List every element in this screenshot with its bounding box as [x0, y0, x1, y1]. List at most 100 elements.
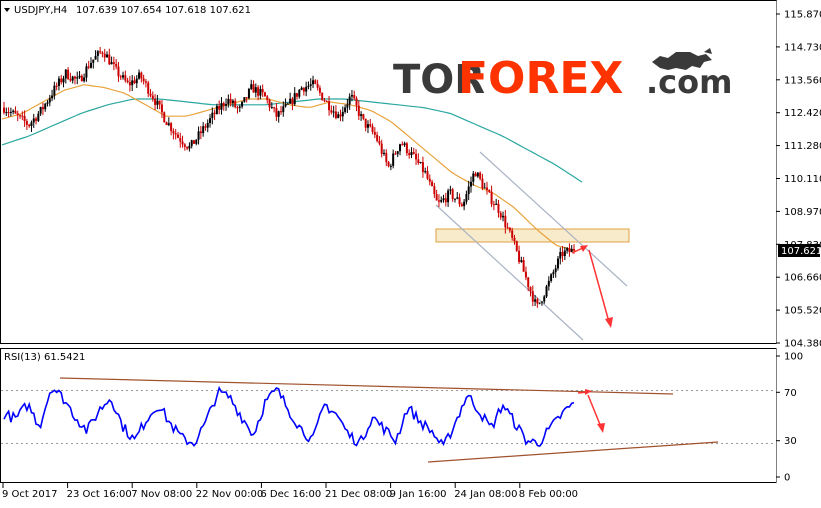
- candle-body: [344, 107, 347, 112]
- torforex-logo: TOR FOREX .com: [393, 48, 732, 104]
- rsi-forecast-arrows: [577, 389, 605, 433]
- candle-body: [515, 241, 518, 251]
- candle-body: [238, 106, 241, 108]
- candle-body: [550, 274, 553, 281]
- candle-body: [323, 100, 326, 102]
- candle-body: [202, 126, 205, 134]
- candle-body: [128, 82, 131, 86]
- candle-body: [495, 203, 498, 205]
- rsi-tick-label: 70: [784, 388, 797, 399]
- candle-body: [540, 301, 543, 303]
- forecast-arrowhead-down: [605, 317, 613, 328]
- candle-body: [83, 77, 86, 82]
- candle-body: [316, 83, 319, 88]
- candle-body: [419, 162, 422, 164]
- candle-body: [247, 88, 250, 99]
- candle-body: [399, 144, 402, 152]
- candle-body: [151, 95, 154, 100]
- candle-body: [35, 118, 38, 121]
- candle-body: [534, 299, 537, 302]
- candle-body: [3, 107, 5, 113]
- candle-body: [353, 95, 356, 99]
- candle-body: [426, 171, 429, 179]
- time-tick-label: 24 Jan 08:00: [454, 489, 517, 500]
- candle-body: [263, 92, 266, 97]
- candle-body: [437, 200, 440, 202]
- candle-body: [346, 104, 349, 108]
- candle-body: [266, 96, 269, 100]
- candle-body: [243, 97, 246, 102]
- candle-body: [181, 141, 184, 145]
- time-tick-label: 23 Oct 16:00: [67, 489, 132, 500]
- candle-body: [371, 126, 374, 132]
- candle-body: [415, 153, 418, 160]
- candle-body: [389, 165, 392, 167]
- candle-body: [236, 107, 239, 109]
- candle-body: [447, 190, 450, 203]
- candle-body: [570, 248, 573, 253]
- candle-body: [524, 271, 527, 278]
- ma-fast-line: [1, 84, 577, 252]
- ma-fast-group: [1, 84, 577, 252]
- candle-body: [522, 260, 525, 272]
- current-price-tag: 107.621: [778, 244, 821, 257]
- candle-body: [176, 134, 179, 138]
- rsi-tick-label: 0: [784, 473, 790, 484]
- candle-body: [442, 198, 445, 200]
- candle-body: [488, 189, 491, 192]
- candle-body: [481, 178, 484, 189]
- candle-body: [552, 272, 555, 275]
- candle-body: [183, 144, 186, 147]
- time-tick-label: 9 Oct 2017: [2, 489, 57, 500]
- candle-body: [179, 137, 182, 142]
- time-tick-label: 6 Dec 16:00: [260, 489, 321, 500]
- candle-body: [547, 280, 550, 287]
- candle-body: [110, 62, 113, 65]
- candle-body: [536, 299, 539, 304]
- candle-body: [380, 143, 383, 154]
- candles-group: [3, 46, 575, 308]
- channel-upper-line: [479, 151, 628, 287]
- candle-body: [357, 105, 360, 116]
- candle-body: [197, 131, 200, 140]
- candle-body: [80, 75, 83, 82]
- candle-body: [350, 95, 353, 97]
- candle-body: [234, 100, 237, 108]
- candle-body: [433, 186, 436, 195]
- candle-body: [458, 197, 461, 205]
- candle-body: [513, 237, 516, 242]
- candle-body: [410, 152, 413, 156]
- candle-body: [545, 286, 548, 297]
- candle-body: [465, 194, 468, 202]
- forecast-arrowhead-up: [580, 245, 588, 252]
- candle-body: [394, 153, 397, 155]
- candle-body: [257, 87, 260, 96]
- symbol-dropdown-icon[interactable]: [4, 8, 10, 12]
- candle-body: [529, 287, 532, 292]
- time-tick-label: 8 Feb 00:00: [519, 489, 578, 500]
- candle-body: [568, 248, 571, 253]
- candle-body: [291, 98, 294, 105]
- candle-body: [259, 88, 262, 96]
- price-tick-label: 108.970: [784, 207, 821, 218]
- candle-body: [30, 122, 33, 127]
- time-axis: 9 Oct 2017 23 Oct 16:00 7 Nov 08:00 22 Nov …: [2, 483, 578, 500]
- candle-body: [62, 78, 65, 83]
- candle-body: [456, 197, 459, 199]
- time-tick-label: 21 Dec 08:00: [325, 489, 392, 500]
- candle-body: [312, 80, 315, 85]
- candle-body: [469, 181, 472, 187]
- candle-body: [112, 62, 115, 64]
- rsi-trendline-lower: [427, 441, 719, 463]
- candle-body: [261, 88, 264, 93]
- price-tick-label: 115.870: [784, 10, 821, 21]
- candle-body: [556, 258, 559, 269]
- candle-body: [96, 51, 99, 56]
- candle-body: [334, 111, 337, 119]
- candle-body: [25, 121, 28, 125]
- candle-body: [73, 76, 76, 79]
- candle-body: [140, 72, 143, 79]
- candle-body: [51, 95, 54, 99]
- brand-text-forex: FOREX: [458, 53, 623, 104]
